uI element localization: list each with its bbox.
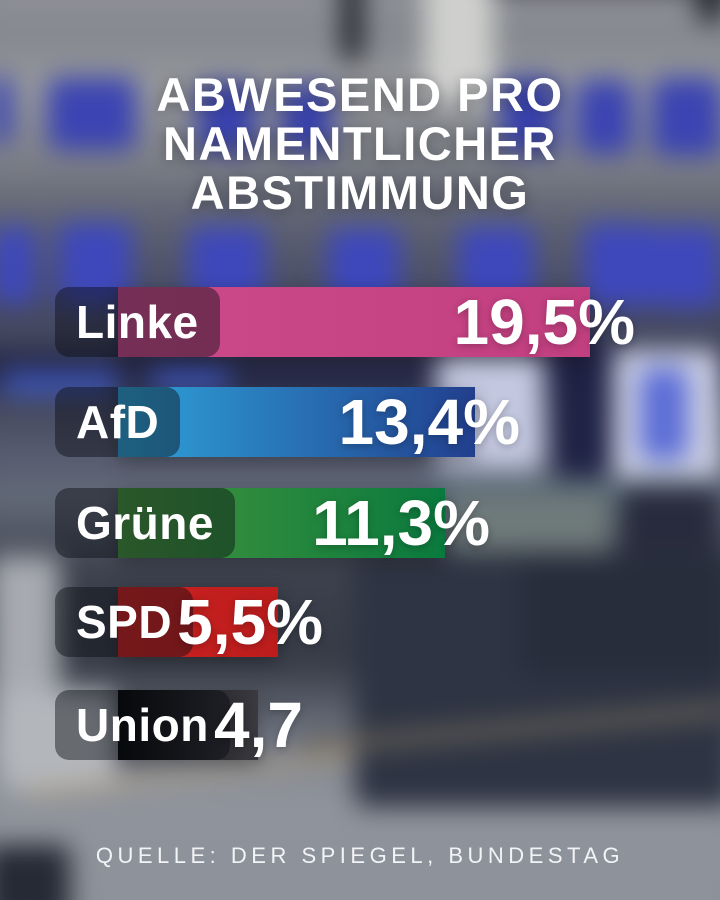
bar-linke (118, 287, 590, 357)
bg-seat (282, 86, 332, 152)
bg-seat (652, 78, 720, 156)
bar-row-linke: Linke 19,5% (0, 286, 720, 358)
chart-title-line: NAMENTLICHER (163, 117, 557, 170)
label-chip: Linke (55, 287, 220, 357)
bg-seat (0, 226, 36, 304)
label-chip: SPD (55, 587, 194, 657)
label-chip: Grüne (55, 488, 235, 558)
party-label: SPD (76, 596, 173, 648)
bg-seat (577, 80, 633, 154)
chart-title-line: ABWESEND PRO (156, 68, 564, 121)
bar-afd (118, 387, 475, 457)
bar-value: 11,3% (312, 487, 490, 559)
bar-row-union: Union 4,7 (0, 689, 720, 761)
bar-row-gruene: Grüne 11,3% (0, 487, 720, 559)
bar-union (118, 690, 258, 760)
bg-seat (0, 372, 120, 394)
bar-value: 5,5% (177, 586, 323, 658)
chart-title: ABWESEND PRO NAMENTLICHER ABSTIMMUNG (0, 70, 720, 217)
bg-dark-gap (620, 487, 720, 555)
bar-value: 13,4% (338, 386, 520, 458)
bg-seat (500, 78, 558, 152)
party-label: Linke (76, 296, 199, 348)
bg-seat (0, 76, 12, 144)
party-label: Grüne (76, 497, 214, 549)
bg-dark-post (342, 0, 362, 62)
bar-spd (118, 587, 278, 657)
label-chip: AfD (55, 387, 181, 457)
bg-seat (583, 223, 655, 307)
bg-top-nub (697, 0, 720, 22)
bg-monitor-screen (640, 368, 688, 460)
bg-seat (655, 226, 720, 308)
bg-light-wedge (0, 690, 115, 790)
bg-seat (198, 84, 256, 152)
bar-value: 19,5% (453, 286, 635, 358)
party-label: AfD (76, 396, 160, 448)
bar-row-afd: AfD 13,4% (0, 386, 720, 458)
bar-value: 4,7 (214, 689, 303, 761)
bar-row-spd: SPD 5,5% (0, 586, 720, 658)
bar-gruene (118, 488, 445, 558)
bg-pillar (424, 0, 494, 102)
party-label: Union (76, 699, 209, 751)
bg-slate-area (520, 556, 720, 676)
label-chip: Union (55, 690, 230, 760)
bg-seat (48, 78, 136, 150)
bg-dark-gap (553, 338, 611, 480)
source-credit: QUELLE: DER SPIEGEL, BUNDESTAG (95, 843, 625, 868)
bg-gray-patch (450, 495, 610, 557)
chart-title-line: ABSTIMMUNG (190, 166, 530, 219)
bg-dark-corner (0, 845, 70, 900)
